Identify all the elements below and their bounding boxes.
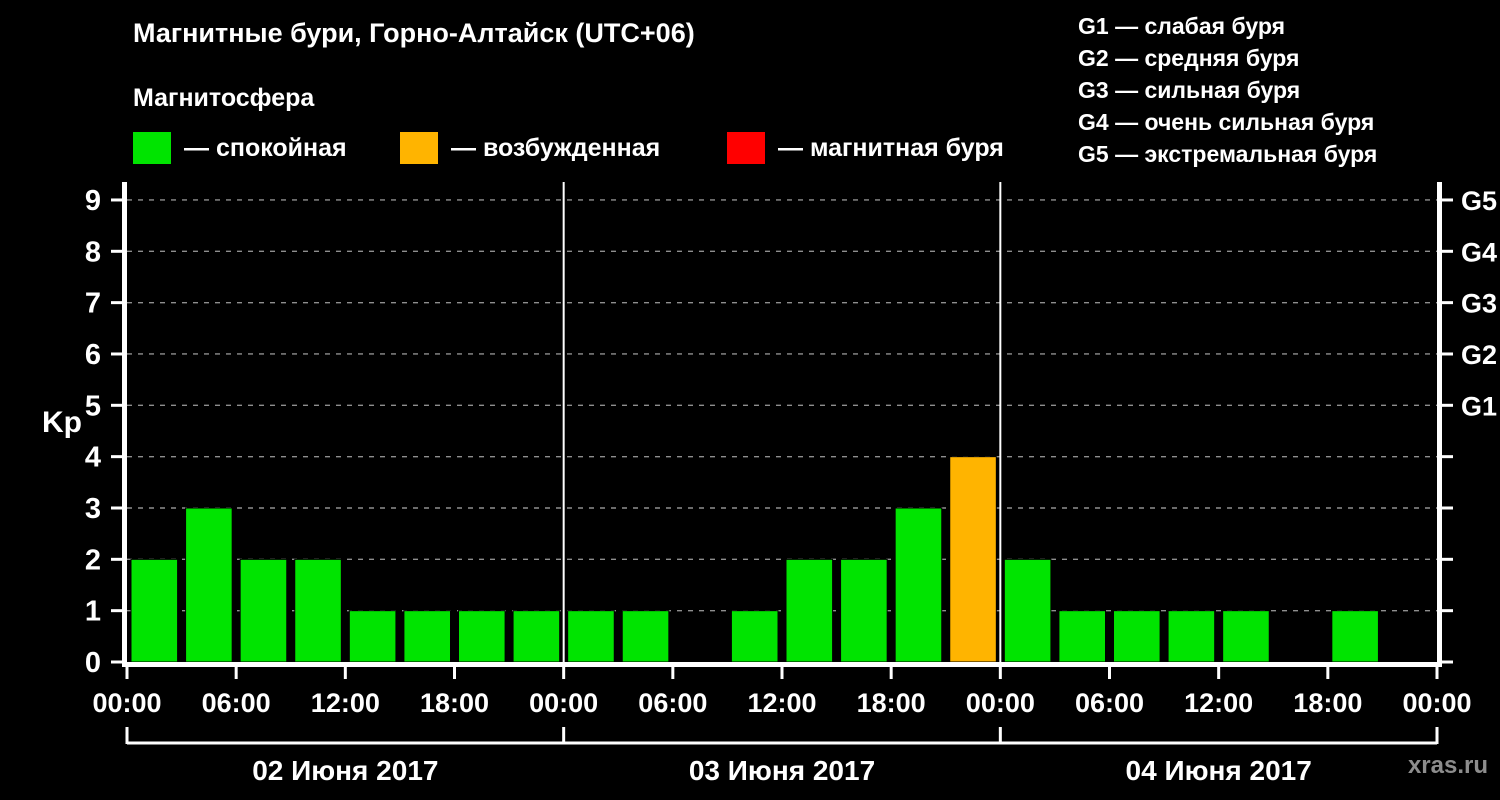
svg-text:1: 1 [85, 596, 101, 628]
storm-scale-g3: G3 — сильная буря [1078, 77, 1301, 103]
svg-text:18:00: 18:00 [1293, 688, 1362, 718]
storm-scale-g2: G2 — средняя буря [1078, 45, 1300, 71]
svg-text:00:00: 00:00 [529, 688, 598, 718]
svg-text:06:00: 06:00 [638, 688, 707, 718]
svg-text:G3: G3 [1461, 289, 1497, 319]
storm-scale-legend: G1 — слабая буря G2 — средняя буря G3 — … [1078, 10, 1377, 170]
svg-text:6: 6 [85, 339, 101, 371]
svg-text:G1: G1 [1461, 391, 1497, 421]
storm-scale-g4: G4 — очень сильная буря [1078, 109, 1375, 135]
svg-text:02 Июня 2017: 02 Июня 2017 [252, 755, 438, 786]
svg-text:G2: G2 [1461, 340, 1497, 370]
svg-text:12:00: 12:00 [311, 688, 380, 718]
svg-text:04 Июня 2017: 04 Июня 2017 [1126, 755, 1312, 786]
svg-text:0: 0 [85, 647, 101, 679]
site-watermark: xras.ru [1407, 752, 1488, 779]
svg-text:8: 8 [85, 236, 101, 268]
storm-scale-g5: G5 — экстремальная буря [1078, 141, 1378, 167]
svg-text:06:00: 06:00 [1075, 688, 1144, 718]
svg-text:2: 2 [85, 544, 101, 576]
svg-text:9: 9 [85, 185, 101, 217]
svg-text:00:00: 00:00 [1402, 688, 1471, 718]
storm-scale-g1: G1 — слабая буря [1078, 13, 1286, 39]
svg-text:12:00: 12:00 [747, 688, 816, 718]
legend-item-storm: — магнитная буря [727, 132, 1004, 164]
legend-item-excited: — возбужденная [400, 132, 660, 164]
legend-label-quiet: — спокойная [184, 133, 347, 162]
legend-item-quiet: — спокойная [133, 132, 347, 164]
svg-text:3: 3 [85, 493, 101, 525]
svg-text:00:00: 00:00 [92, 688, 161, 718]
svg-text:G5: G5 [1461, 186, 1497, 216]
svg-text:03 Июня 2017: 03 Июня 2017 [689, 755, 875, 786]
svg-text:5: 5 [85, 390, 101, 422]
svg-text:18:00: 18:00 [857, 688, 926, 718]
legend-label-excited: — возбужденная [451, 133, 661, 162]
chart-subtitle: Магнитосфера [133, 84, 315, 112]
excited-swatch-icon [400, 132, 438, 164]
svg-text:18:00: 18:00 [420, 688, 489, 718]
storm-swatch-icon [727, 132, 765, 164]
svg-text:7: 7 [85, 288, 101, 320]
legend-label-storm: — магнитная буря [778, 133, 1004, 162]
svg-text:00:00: 00:00 [966, 688, 1035, 718]
quiet-swatch-icon [133, 132, 171, 164]
svg-text:Kp: Kp [42, 406, 82, 439]
svg-text:12:00: 12:00 [1184, 688, 1253, 718]
page-title: Магнитные бури, Горно-Алтайск (UTC+06) [133, 18, 695, 48]
svg-text:4: 4 [85, 442, 101, 474]
svg-text:G4: G4 [1461, 237, 1497, 267]
svg-text:06:00: 06:00 [202, 688, 271, 718]
